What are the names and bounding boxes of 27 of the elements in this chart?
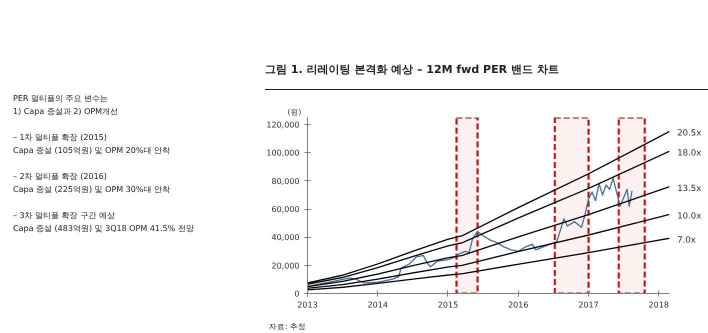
x-tick-label: 2018 bbox=[648, 300, 669, 310]
y-tick-label: 120,000 bbox=[266, 120, 300, 130]
x-tick-label: 2014 bbox=[368, 300, 388, 310]
text: Capa 증설 (105억원) 및 OPM 20%대 안착 bbox=[13, 145, 172, 157]
series-label: 18.0x bbox=[677, 148, 702, 158]
x-tick-label: 2015 bbox=[438, 300, 458, 310]
y-tick-label: 40,000 bbox=[272, 233, 300, 242]
series-label: 7.0x bbox=[677, 235, 696, 246]
text: PER 멀티플의 주요 변수는 bbox=[13, 93, 110, 104]
chart-title: 그림 1. 리레이팅 본격화 예상 – 12M fwd PER 밴드 차트 bbox=[265, 62, 559, 78]
y-tick-label: 20,000 bbox=[272, 261, 300, 270]
y-tick-label: 80,000 bbox=[272, 176, 300, 186]
series-label: 10.0x bbox=[677, 212, 702, 222]
text: 1) Capa 증설과 2) OPM개선 bbox=[13, 106, 120, 118]
y-tick-label: 60,000 bbox=[272, 205, 300, 214]
series-label: 13.5x bbox=[677, 184, 702, 194]
y-tick-label: 100,000 bbox=[266, 148, 300, 158]
text: – 3차 멀티플 확장 구간 예상 bbox=[13, 210, 116, 221]
text: – 2차 멀티플 확장 (2016) bbox=[13, 170, 108, 182]
x-tick-label: 2013 bbox=[297, 300, 318, 310]
x-tick-label: 2017 bbox=[578, 300, 599, 310]
text: – 1차 멀티플 확장 (2015) bbox=[13, 132, 108, 144]
y-tick-label: 0 bbox=[294, 290, 300, 298]
text: Capa 증설 (483억원) 및 3Q18 OPM 41.5% 전망 bbox=[13, 222, 194, 234]
series-label: 20.5x bbox=[677, 128, 702, 139]
x-tick-label: 2016 bbox=[508, 300, 528, 310]
text: Capa 증설 (225억원) 및 OPM 30%대 안착 bbox=[13, 184, 172, 196]
